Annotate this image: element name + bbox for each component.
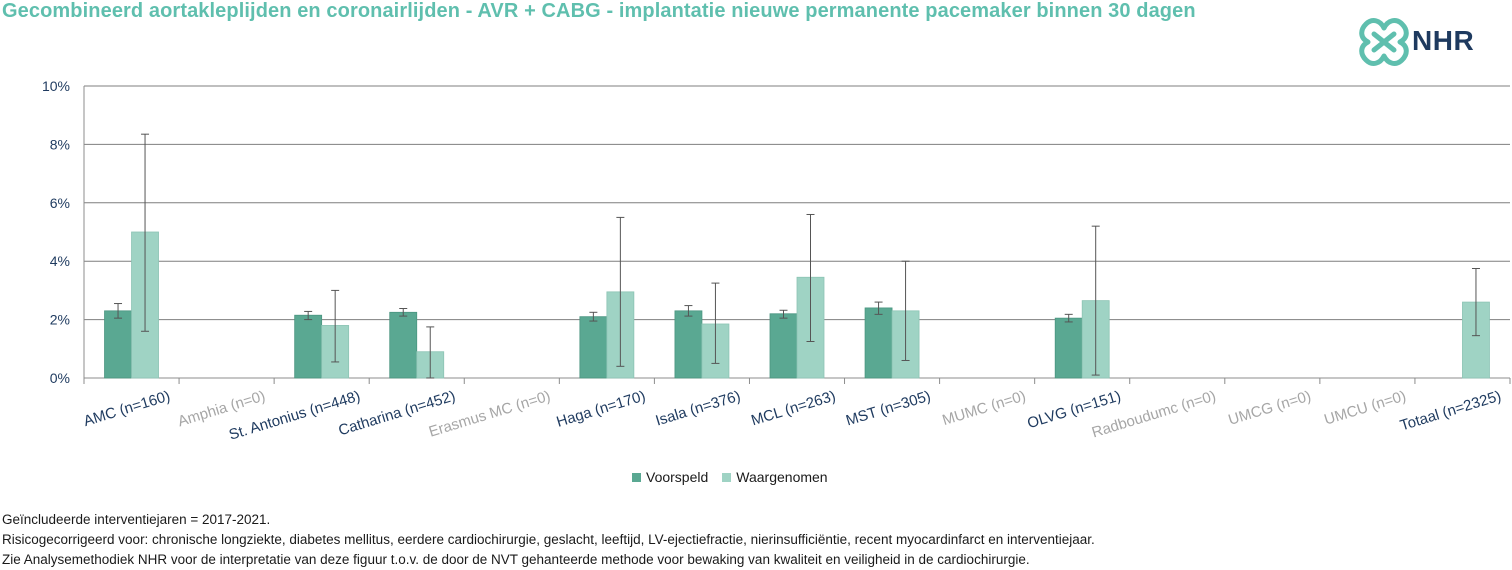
- bar-voorspeld: [674, 310, 703, 379]
- x-tick-label: MST (n=305): [844, 388, 933, 430]
- x-tick-label: Haga (n=170): [554, 388, 647, 431]
- bar-voorspeld: [579, 316, 608, 379]
- logo-text: NHR: [1412, 25, 1475, 56]
- legend-item-voorspeld: Voorspeld: [632, 469, 708, 485]
- chart-footnotes: Geïncludeerde interventiejaren = 2017-20…: [2, 510, 1095, 570]
- legend-label-waargenomen: Waargenomen: [736, 469, 828, 485]
- x-tick-label: Isala (n=376): [654, 388, 743, 430]
- footnote-risk-adjustment: Risicogecorrigeerd voor: chronische long…: [2, 532, 1095, 547]
- x-tick-label: UMCG (n=0): [1226, 388, 1313, 429]
- bar-voorspeld: [104, 310, 132, 379]
- bar-voorspeld: [389, 311, 418, 379]
- chart-title: Gecombineerd aortakleplijden en coronair…: [2, 0, 1196, 22]
- x-tick-label: MCL (n=263): [749, 388, 838, 430]
- nhr-knot-icon: [1359, 18, 1409, 66]
- legend-swatch-voorspeld: [632, 472, 641, 482]
- bar-voorspeld: [864, 307, 893, 379]
- y-tick-label: 6%: [50, 195, 70, 211]
- bar-voorspeld: [294, 314, 323, 379]
- y-tick-label: 2%: [50, 312, 70, 328]
- footnote-methodology: Zie Analysemethodiek NHR voor de interpr…: [2, 552, 1030, 567]
- x-tick-label: UMCU (n=0): [1322, 388, 1408, 429]
- y-tick-label: 0%: [50, 370, 70, 386]
- legend-item-waargenomen: Waargenomen: [722, 469, 828, 485]
- footnote-years: Geïncludeerde interventiejaren = 2017-20…: [2, 512, 271, 527]
- x-tick-label: AMC (n=160): [82, 388, 173, 430]
- legend-label-voorspeld: Voorspeld: [646, 469, 709, 485]
- bar-voorspeld: [769, 313, 798, 379]
- y-tick-label: 8%: [50, 136, 70, 152]
- x-tick-label: MUMC (n=0): [940, 388, 1027, 429]
- nhr-logo: NHR: [1356, 16, 1486, 68]
- y-tick-label: 4%: [50, 253, 70, 269]
- chart-legend: Voorspeld Waargenomen: [632, 469, 836, 485]
- y-tick-label: 10%: [42, 78, 70, 94]
- bar-voorspeld: [1054, 317, 1083, 379]
- bar-chart: 0%2%4%6%8%10%AMC (n=160) Amphia (n=0)St. …: [42, 78, 1511, 444]
- x-tick-label: Totaal (n=2325): [1398, 388, 1503, 435]
- legend-swatch-waargenomen: [722, 472, 732, 482]
